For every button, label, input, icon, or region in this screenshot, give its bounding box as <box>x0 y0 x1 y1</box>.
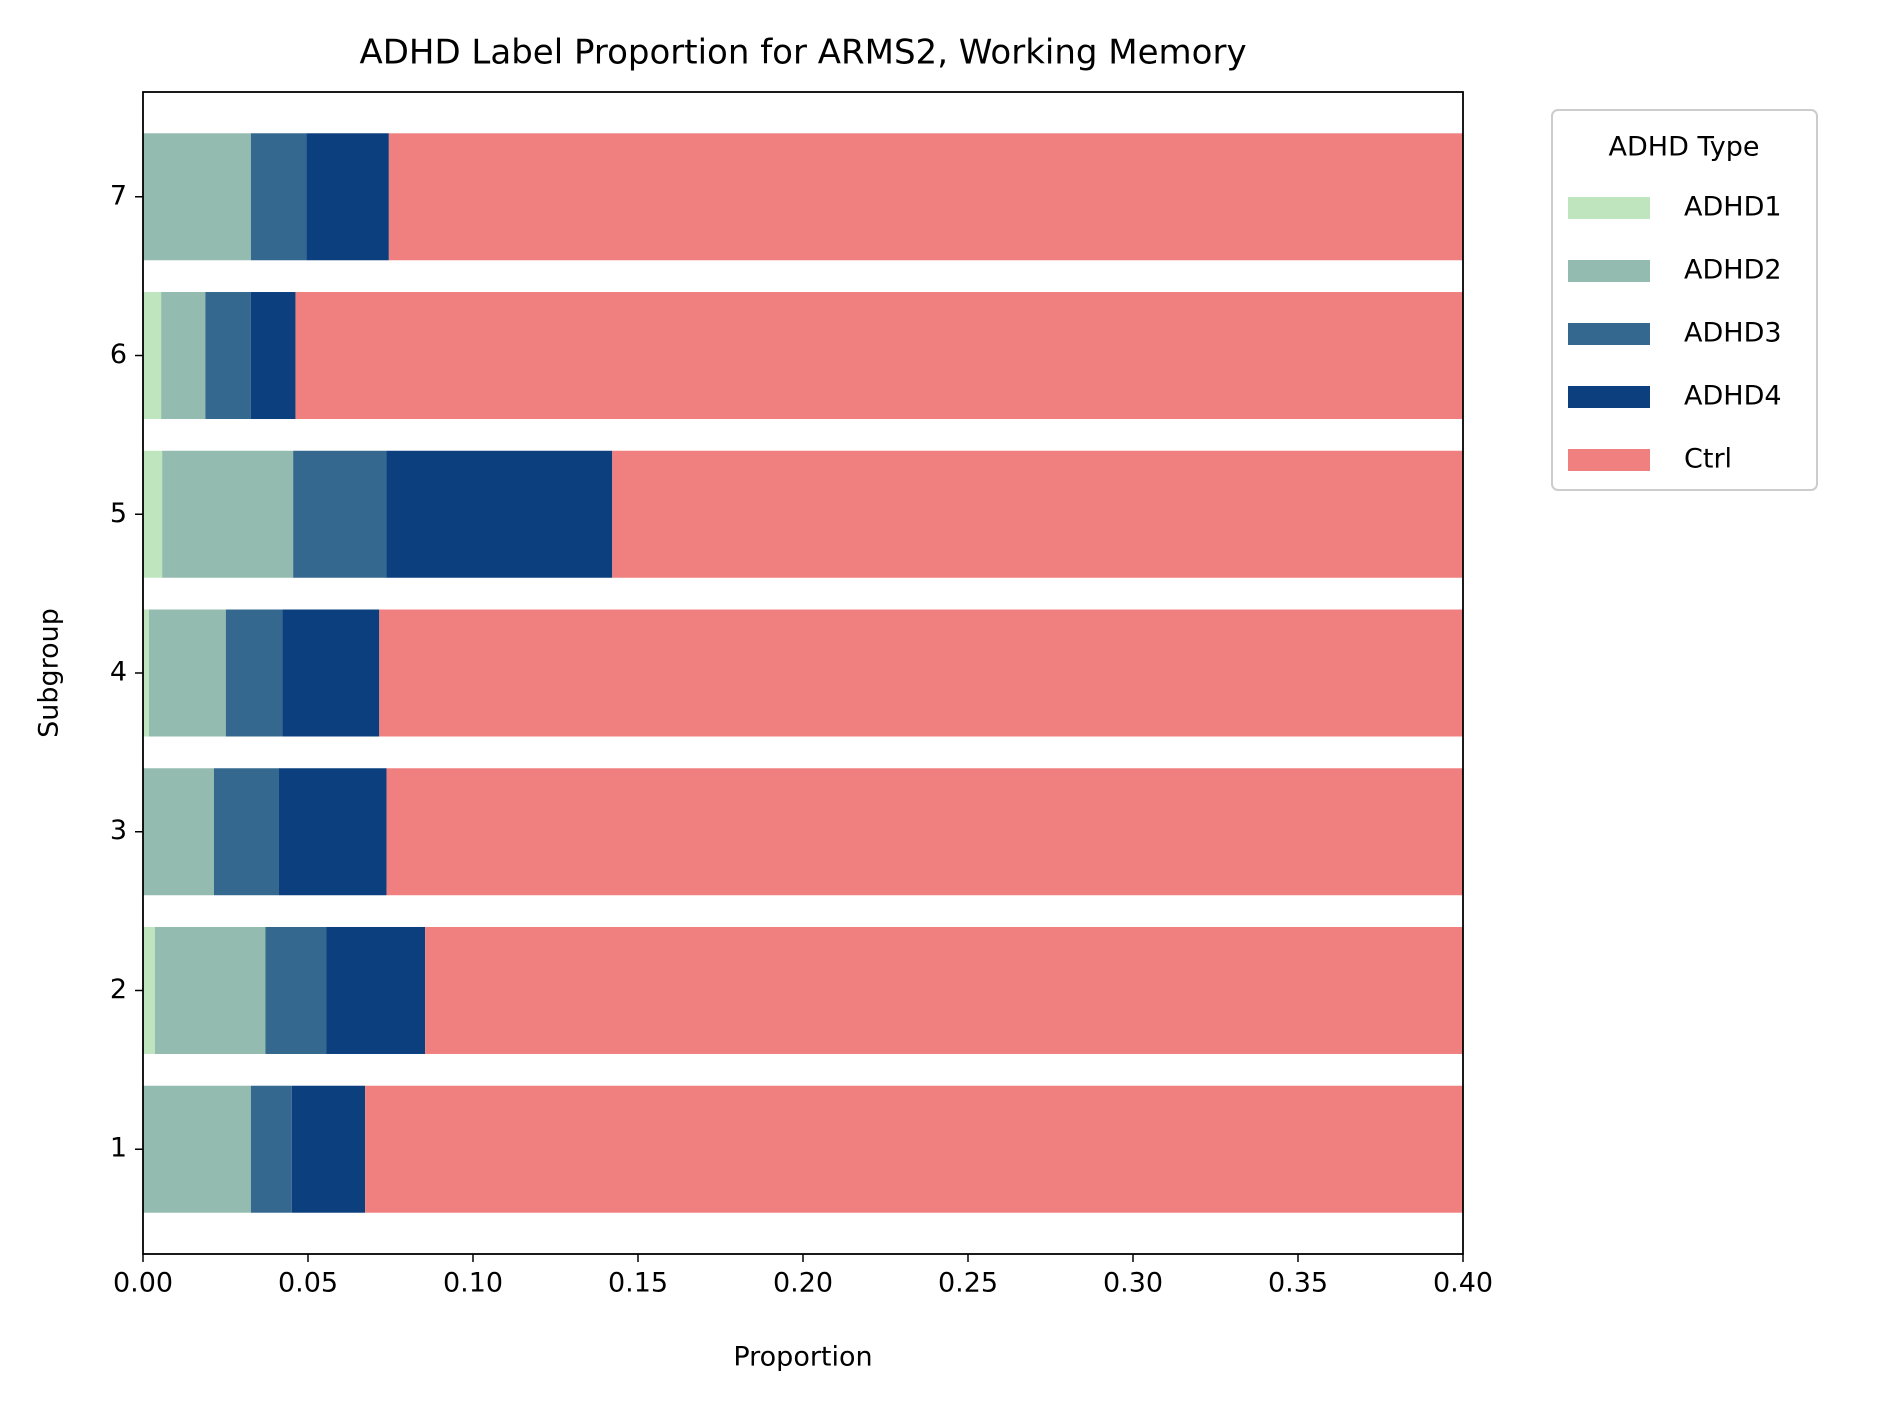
bar-segment <box>293 450 387 578</box>
x-tick-label: 0.05 <box>278 1268 338 1299</box>
x-tick-label: 0.35 <box>1268 1268 1328 1299</box>
legend: ADHD Type ADHD1 ADHD2 ADHD3 ADHD4 Ctrl <box>1551 109 1818 491</box>
bar-segment <box>213 768 279 896</box>
legend-swatch <box>1568 260 1650 282</box>
bar-segment <box>250 133 307 261</box>
bar-segment <box>365 1085 1463 1213</box>
x-tick-label: 0.40 <box>1433 1268 1493 1299</box>
legend-title: ADHD Type <box>1609 132 1760 163</box>
bar-segment <box>143 292 162 420</box>
y-tick-label: 5 <box>110 498 127 529</box>
y-tick-label: 3 <box>110 815 127 846</box>
bar-segment <box>161 292 206 420</box>
legend-label: ADHD1 <box>1684 192 1782 223</box>
legend-swatch <box>1568 197 1650 219</box>
legend-frame <box>1551 109 1818 491</box>
y-tick-label: 4 <box>110 657 127 688</box>
bar-segment <box>282 609 380 737</box>
y-axis-label: Subgroup <box>34 608 65 738</box>
bar-segment <box>612 450 1463 578</box>
x-tick-label: 0.25 <box>938 1268 998 1299</box>
y-tick-label: 2 <box>110 974 127 1005</box>
bar-segment <box>306 133 389 261</box>
bar-segment <box>278 768 387 896</box>
bar-segment <box>143 1085 251 1213</box>
x-axis-label: Proportion <box>733 1342 872 1373</box>
bar-segment <box>143 609 149 737</box>
bar-segment <box>143 926 155 1054</box>
y-tick-label: 6 <box>110 339 127 370</box>
bar-segment <box>326 926 426 1054</box>
bar-segment <box>386 768 1463 896</box>
bar-segment <box>154 926 266 1054</box>
bar-segment <box>295 292 1463 420</box>
bar-segment <box>291 1085 366 1213</box>
bar-segment <box>143 450 163 578</box>
legend-label: ADHD3 <box>1684 318 1782 349</box>
bar-segment <box>143 133 251 261</box>
legend-label: ADHD4 <box>1684 381 1782 412</box>
bar-segment <box>250 292 296 420</box>
chart-title: ADHD Label Proportion for ARMS2, Working… <box>359 33 1246 73</box>
plot-area <box>143 133 1463 1213</box>
bar-segment <box>379 609 1463 737</box>
y-tick-label: 7 <box>110 180 127 211</box>
bar-segment <box>265 926 327 1054</box>
bar-segment <box>205 292 251 420</box>
x-tick-label: 0.00 <box>113 1268 173 1299</box>
x-tick-label: 0.10 <box>443 1268 503 1299</box>
x-tick-label: 0.30 <box>1103 1268 1163 1299</box>
bar-segment <box>162 450 294 578</box>
bar-segment <box>425 926 1463 1054</box>
x-tick-label: 0.15 <box>608 1268 668 1299</box>
legend-label: Ctrl <box>1684 444 1732 475</box>
bar-segment <box>148 609 226 737</box>
bar-segment <box>143 768 214 896</box>
legend-swatch <box>1568 386 1650 408</box>
legend-swatch <box>1568 449 1650 471</box>
bar-segment <box>386 450 613 578</box>
x-tick-label: 0.20 <box>773 1268 833 1299</box>
legend-swatch <box>1568 323 1650 345</box>
y-tick-label: 1 <box>110 1133 127 1164</box>
bar-segment <box>250 1085 292 1213</box>
bar-segment <box>388 133 1463 261</box>
bar-segment <box>225 609 283 737</box>
legend-label: ADHD2 <box>1684 255 1782 286</box>
